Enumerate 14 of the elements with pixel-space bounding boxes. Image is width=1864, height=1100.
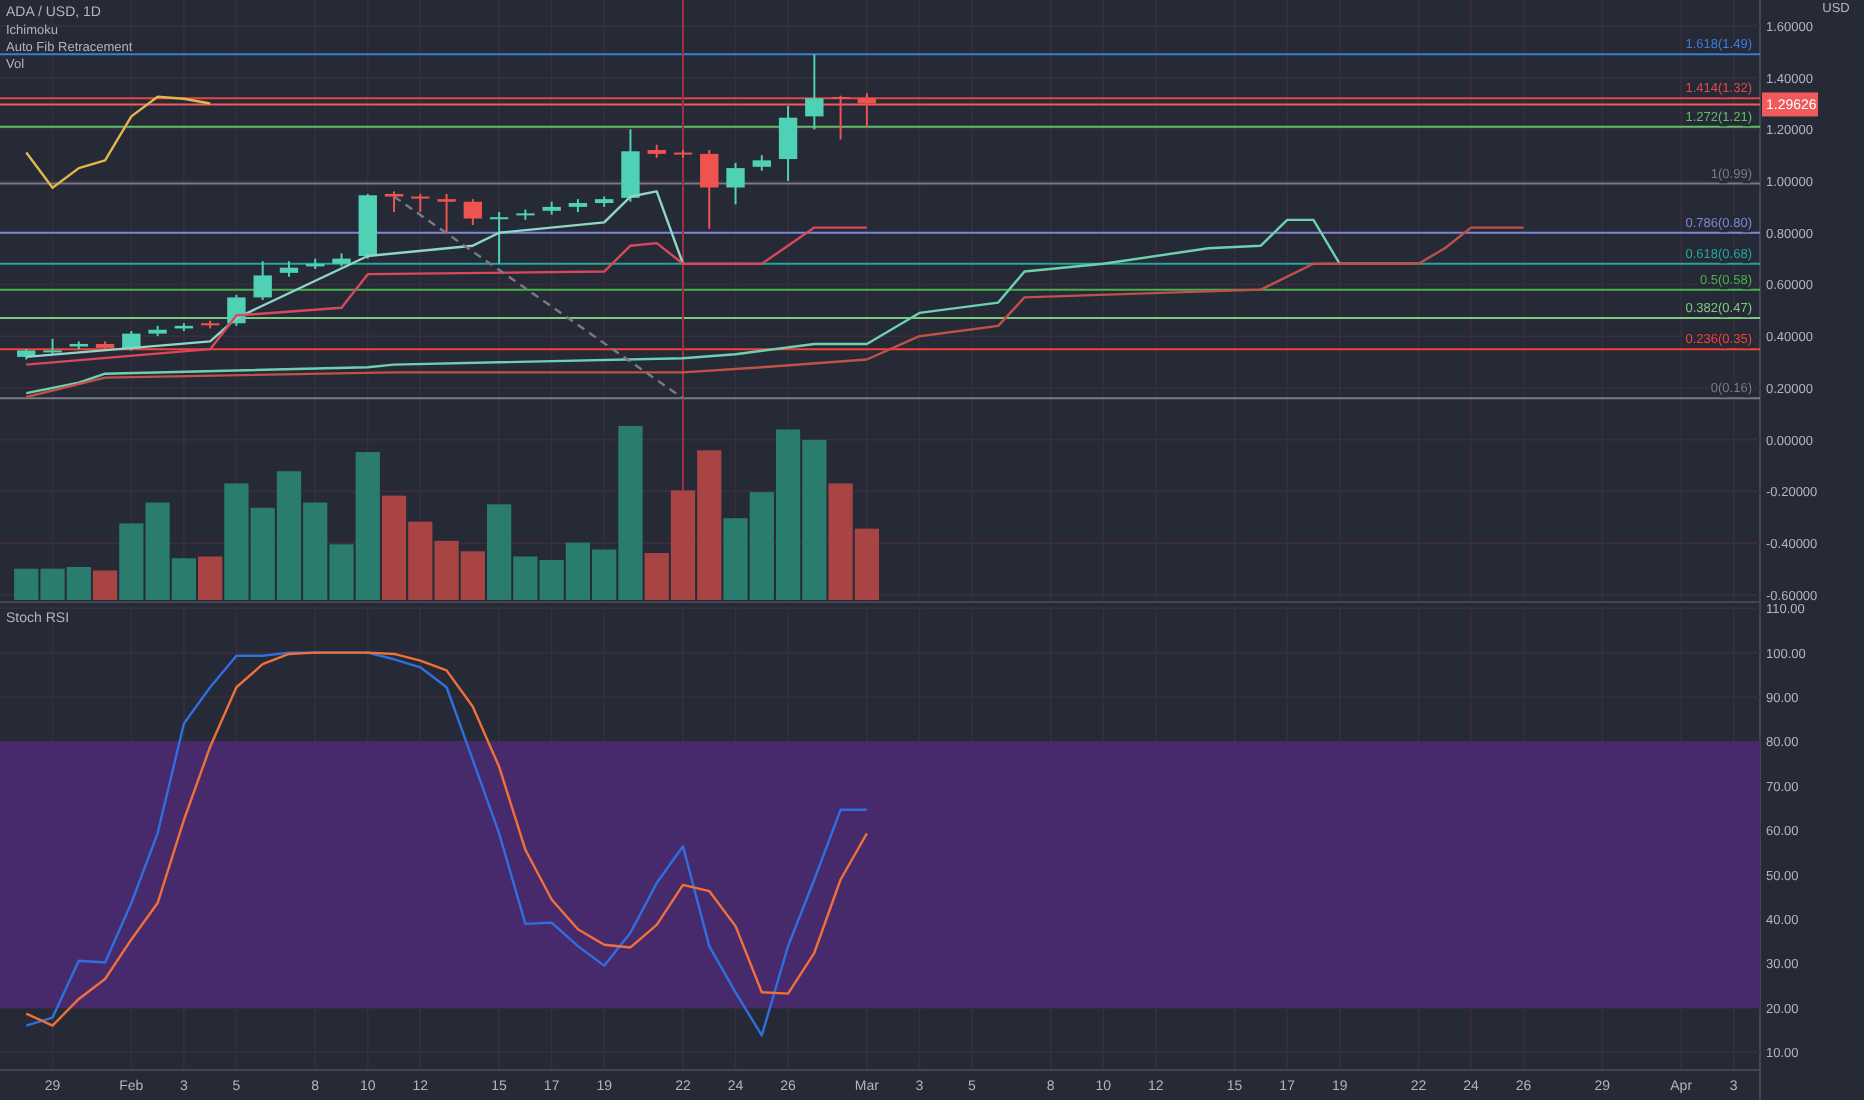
candlestick xyxy=(437,192,456,234)
candlestick xyxy=(384,190,404,214)
candlestick xyxy=(778,105,798,183)
line-series xyxy=(25,95,212,189)
candlestick xyxy=(253,260,272,301)
candlestick xyxy=(411,192,430,214)
candlestick xyxy=(700,149,719,230)
candlestick xyxy=(489,211,509,265)
candlestick xyxy=(463,198,483,226)
candlestick xyxy=(805,53,824,131)
bar xyxy=(92,570,118,600)
bar xyxy=(198,556,223,600)
candlestick xyxy=(726,161,745,206)
candlestick xyxy=(621,128,640,203)
